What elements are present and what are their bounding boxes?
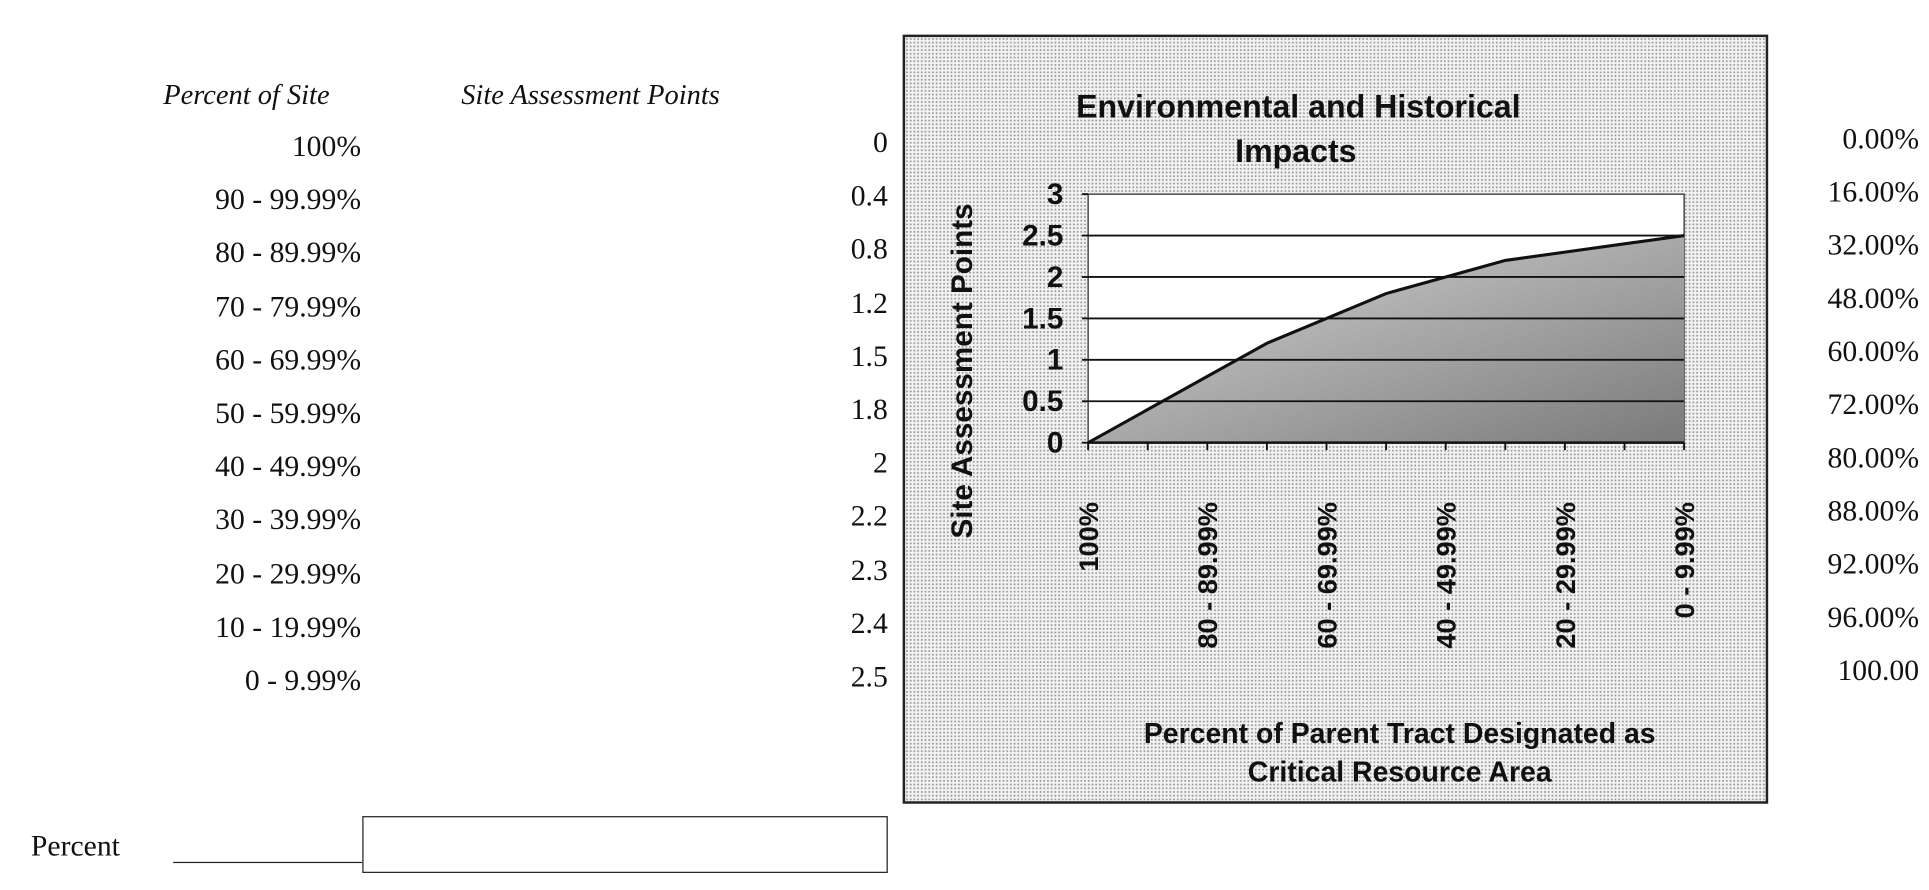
x-tick-label: 40 - 49.99% xyxy=(1431,502,1462,649)
percent-input[interactable] xyxy=(362,816,888,873)
row-cumulative: 80.00% xyxy=(1827,442,1920,475)
y-tick-label: 1 xyxy=(1047,344,1064,377)
row-percent: 70 - 79.99% xyxy=(215,291,362,324)
row-cumulative: 48.00% xyxy=(1827,283,1920,316)
y-axis-title: Site Assessment Points xyxy=(946,203,979,538)
row-percent: 10 - 19.99% xyxy=(215,611,362,644)
row-points: 1.5 xyxy=(850,341,888,374)
row-percent: 30 - 39.99% xyxy=(215,504,362,538)
x-tick-label: 100% xyxy=(1073,502,1104,572)
row-percent: 40 - 49.99% xyxy=(215,451,362,484)
row-cumulative: 0.00% xyxy=(1842,123,1920,156)
row-percent: 80 - 89.99% xyxy=(215,237,362,271)
row-percent: 100% xyxy=(291,131,362,164)
header-site-assessment-points: Site Assessment Points xyxy=(461,79,720,111)
chart-frame xyxy=(902,34,1769,804)
row-cumulative: 96.00% xyxy=(1827,602,1920,635)
y-tick-label: 2.5 xyxy=(1022,219,1063,252)
chart-title-line2: Impacts xyxy=(1235,133,1356,169)
x-tick-label: 60 - 69.99% xyxy=(1311,502,1342,649)
x-axis-title-line2: Critical Resource Area xyxy=(1248,756,1552,788)
row-points: 0 xyxy=(872,127,888,160)
y-tick-label: 0.5 xyxy=(1022,385,1063,418)
x-tick-label: 20 - 29.99% xyxy=(1550,502,1581,649)
row-points: 2.5 xyxy=(850,661,888,694)
row-percent: 50 - 59.99% xyxy=(215,398,362,431)
row-cumulative: 60.00% xyxy=(1827,336,1920,369)
row-cumulative: 72.00% xyxy=(1827,389,1920,422)
row-cumulative: 92.00% xyxy=(1827,549,1920,582)
y-tick-label: 1.5 xyxy=(1022,302,1063,335)
row-percent: 20 - 29.99% xyxy=(215,558,362,591)
row-cumulative: 88.00% xyxy=(1827,495,1920,528)
row-percent: 90 - 99.99% xyxy=(215,184,362,217)
row-points: 1.8 xyxy=(850,394,888,427)
row-cumulative: 100.00 xyxy=(1837,655,1920,688)
row-points: 2.2 xyxy=(850,501,888,534)
x-tick-label: 80 - 89.99% xyxy=(1192,502,1223,649)
y-tick-label: 2 xyxy=(1047,261,1064,294)
row-points: 0.8 xyxy=(850,234,888,267)
row-points: 0.4 xyxy=(850,180,888,213)
y-tick-label: 0 xyxy=(1047,427,1064,460)
area-fill xyxy=(1088,235,1685,443)
header-percent-of-site: Percent of Site xyxy=(163,79,330,111)
percent-label: Percent xyxy=(30,830,120,864)
x-tick-label: 0 - 9.99% xyxy=(1669,502,1700,618)
row-cumulative: 16.00% xyxy=(1827,176,1920,209)
y-tick-label: 3 xyxy=(1047,178,1064,211)
row-percent: 60 - 69.99% xyxy=(215,344,362,377)
row-points: 2.3 xyxy=(850,554,888,587)
x-axis-title: Percent of Parent Tract Designated as xyxy=(1144,718,1656,750)
row-points: 1.2 xyxy=(850,287,888,320)
percent-underline xyxy=(173,861,363,864)
row-points: 2 xyxy=(872,447,888,480)
row-cumulative: 32.00% xyxy=(1827,229,1920,263)
row-points: 2.4 xyxy=(850,608,888,641)
chart-title: Environmental and Historical xyxy=(1076,88,1521,124)
row-percent: 0 - 9.99% xyxy=(244,665,362,698)
